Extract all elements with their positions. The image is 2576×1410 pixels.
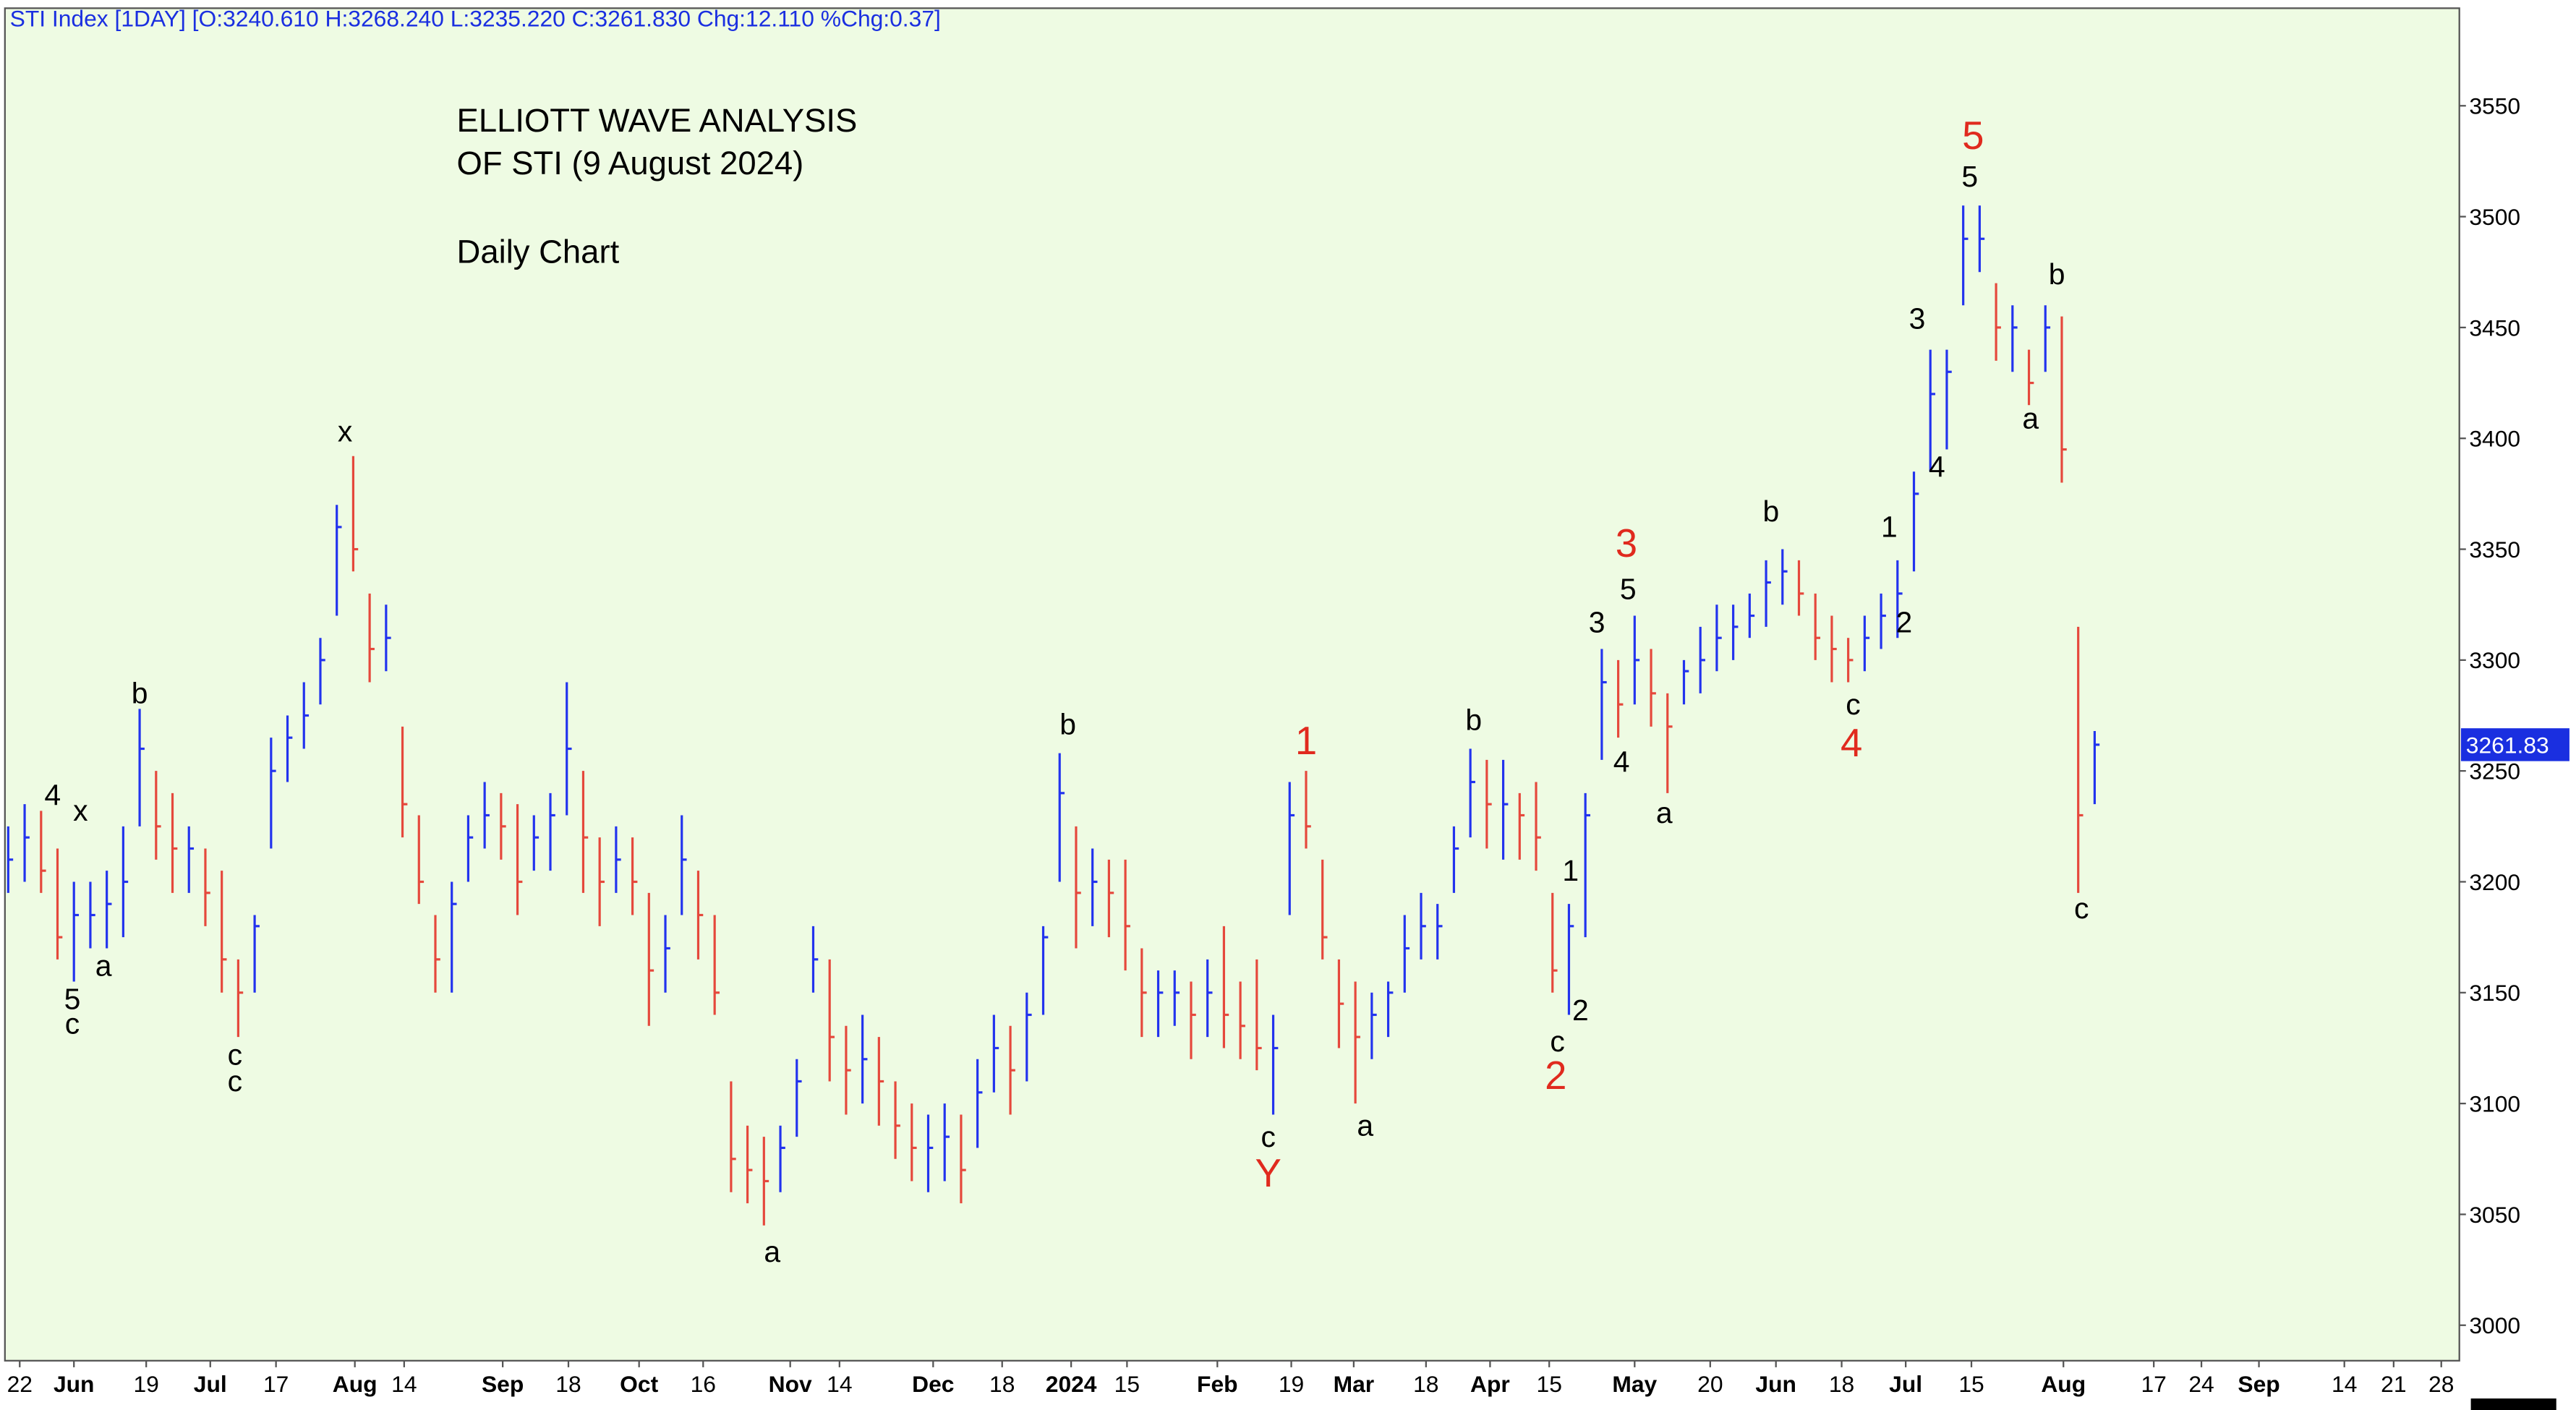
wave-label: 5 bbox=[1961, 160, 1978, 193]
wave-label: c bbox=[228, 1064, 242, 1098]
wave-label: b bbox=[1059, 707, 1076, 740]
y-tick-label: 3050 bbox=[2469, 1202, 2520, 1228]
wave-label: x bbox=[73, 794, 88, 827]
wave-label: c bbox=[1846, 688, 1860, 721]
y-tick-label: 3300 bbox=[2469, 647, 2520, 673]
y-tick-label: 3550 bbox=[2469, 93, 2520, 119]
y-tick-label: 3250 bbox=[2469, 759, 2520, 785]
x-tick-label: 2024 bbox=[1046, 1371, 1097, 1397]
wave-label: 3 bbox=[1616, 521, 1637, 565]
y-tick-label: 3200 bbox=[2469, 869, 2520, 895]
scroll-marker bbox=[2470, 1398, 2556, 1410]
y-tick-label: 3400 bbox=[2469, 426, 2520, 452]
x-tick-label: Feb bbox=[1197, 1371, 1238, 1397]
wave-label: 4 bbox=[1613, 745, 1630, 779]
x-tick-label: 21 bbox=[2381, 1371, 2406, 1397]
x-tick-label: Jun bbox=[54, 1371, 95, 1397]
x-tick-label: Sep bbox=[2238, 1371, 2279, 1397]
x-tick-label: 14 bbox=[391, 1371, 417, 1397]
y-tick-label: 3100 bbox=[2469, 1090, 2520, 1116]
wave-label: a bbox=[1357, 1108, 1373, 1142]
x-tick-label: Jul bbox=[1889, 1371, 1922, 1397]
x-tick-label: Jul bbox=[194, 1371, 227, 1397]
wave-label: 2 bbox=[1545, 1054, 1566, 1098]
wave-label: a bbox=[1656, 796, 1673, 829]
wave-label: 3 bbox=[1909, 302, 1926, 335]
x-tick-label: Apr bbox=[1470, 1371, 1510, 1397]
x-tick-label: Mar bbox=[1334, 1371, 1375, 1397]
wave-label: c bbox=[2074, 892, 2089, 925]
x-tick-label: 15 bbox=[1537, 1371, 1562, 1397]
wave-label: 5 bbox=[64, 983, 81, 1016]
wave-label: 2 bbox=[1572, 994, 1589, 1027]
x-tick-label: 18 bbox=[1829, 1371, 1854, 1397]
wave-label: 2 bbox=[1896, 605, 1913, 638]
x-tick-label: 17 bbox=[263, 1371, 289, 1397]
wave-label: c bbox=[1261, 1120, 1276, 1153]
x-tick-label: 22 bbox=[7, 1371, 33, 1397]
header: STI Index [1DAY] [O:3240.610 H:3268.240 … bbox=[10, 5, 941, 31]
wave-label: c bbox=[228, 1038, 242, 1071]
x-tick-label: 28 bbox=[2428, 1371, 2454, 1397]
y-tick-label: 3150 bbox=[2469, 980, 2520, 1006]
x-tick-label: Jun bbox=[1755, 1371, 1796, 1397]
wave-label: 4 bbox=[44, 779, 61, 812]
x-tick-label: Sep bbox=[482, 1371, 524, 1397]
wave-label: 1 bbox=[1562, 854, 1579, 887]
y-tick-label: 3450 bbox=[2469, 315, 2520, 341]
x-tick-label: 15 bbox=[1114, 1371, 1140, 1397]
x-tick-label: May bbox=[1612, 1371, 1657, 1397]
wave-label: 1 bbox=[1295, 719, 1317, 763]
wave-label: 3 bbox=[1589, 605, 1605, 638]
wave-label: a bbox=[2022, 401, 2039, 435]
y-tick-label: 3350 bbox=[2469, 537, 2520, 563]
wave-label: a bbox=[95, 949, 112, 983]
plot-area bbox=[4, 7, 2460, 1362]
x-tick-label: Nov bbox=[769, 1371, 812, 1397]
last-price-label: 3261.83 bbox=[2466, 732, 2549, 758]
x-tick-label: 24 bbox=[2188, 1371, 2214, 1397]
last-price-box bbox=[2460, 728, 2569, 761]
wave-label: b bbox=[2049, 257, 2065, 291]
wave-label: b bbox=[1763, 495, 1780, 528]
wave-label: x bbox=[338, 415, 352, 448]
wave-label: b bbox=[132, 676, 148, 709]
x-tick-label: 15 bbox=[1958, 1371, 1984, 1397]
title-line: OF STI (9 August 2024) bbox=[457, 145, 804, 181]
wave-label: 4 bbox=[1929, 450, 1945, 484]
title-line: Daily Chart bbox=[457, 234, 620, 270]
x-tick-label: Oct bbox=[620, 1371, 658, 1397]
y-tick-label: 3500 bbox=[2469, 204, 2520, 230]
wave-label: 1 bbox=[1881, 510, 1898, 544]
x-tick-label: 19 bbox=[1279, 1371, 1304, 1397]
title-line: ELLIOTT WAVE ANALYSIS bbox=[457, 102, 858, 139]
wave-label: Y bbox=[1255, 1151, 1281, 1195]
x-tick-label: 18 bbox=[989, 1371, 1015, 1397]
wave-label: 4 bbox=[1841, 721, 1862, 765]
x-tick-label: Aug bbox=[2041, 1371, 2086, 1397]
x-tick-label: 20 bbox=[1697, 1371, 1723, 1397]
x-tick-label: Dec bbox=[912, 1371, 954, 1397]
x-tick-label: 18 bbox=[1413, 1371, 1438, 1397]
x-tick-label: 14 bbox=[827, 1371, 852, 1397]
wave-label: 5 bbox=[1620, 572, 1637, 605]
wave-label: 5 bbox=[1962, 114, 1984, 158]
x-tick-label: 16 bbox=[691, 1371, 716, 1397]
wave-label: a bbox=[764, 1235, 780, 1268]
x-tick-label: Aug bbox=[333, 1371, 378, 1397]
wave-label: b bbox=[1465, 703, 1482, 736]
wave-label: c bbox=[65, 1007, 80, 1040]
x-tick-label: 17 bbox=[2141, 1371, 2166, 1397]
x-tick-label: 19 bbox=[133, 1371, 158, 1397]
wave-label: c bbox=[1550, 1025, 1564, 1058]
y-tick-label: 3000 bbox=[2469, 1312, 2520, 1338]
x-tick-label: 14 bbox=[2332, 1371, 2357, 1397]
x-tick-label: 18 bbox=[555, 1371, 581, 1397]
